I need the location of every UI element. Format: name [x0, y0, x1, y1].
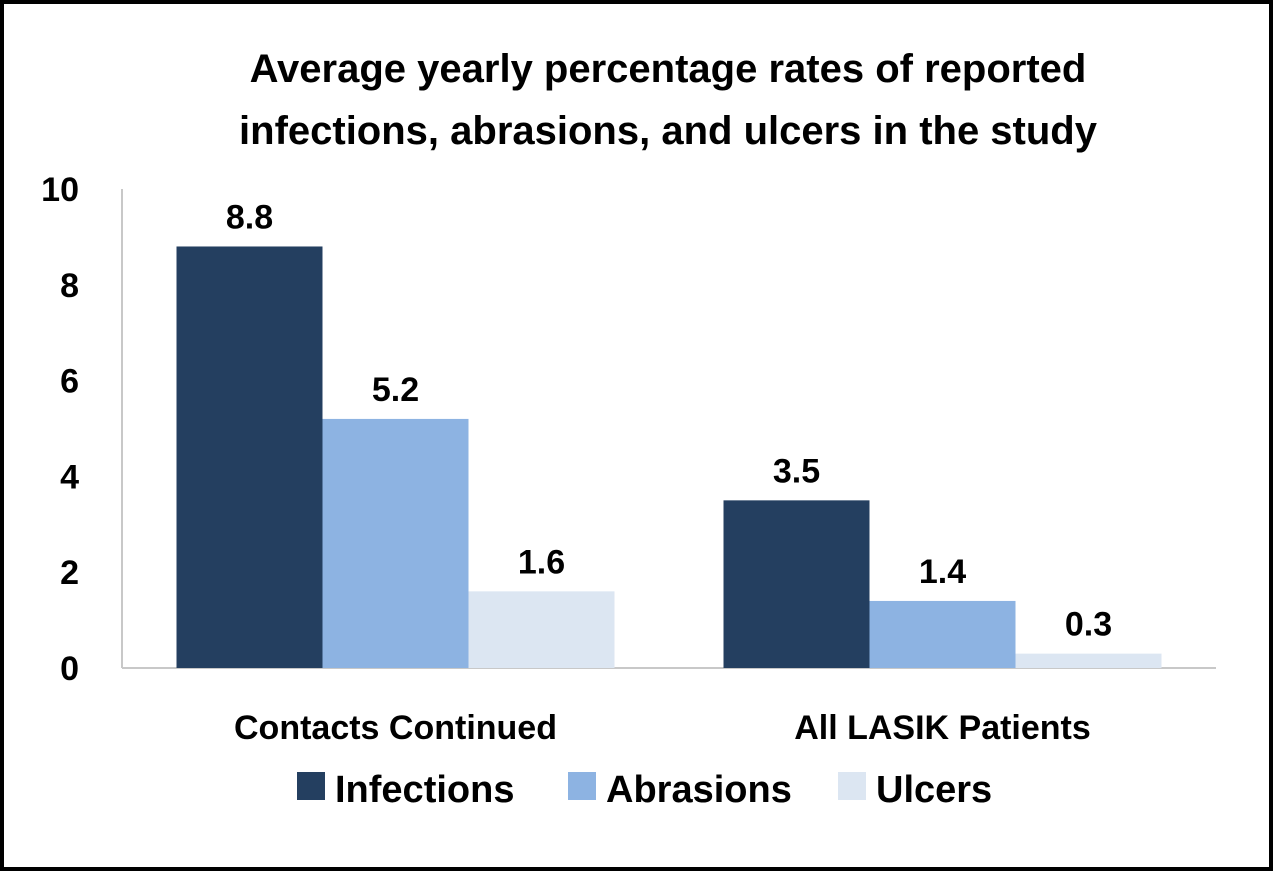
y-tick-label: 0: [60, 650, 79, 688]
y-tick-labels: 0 2 4 6 8 10: [41, 171, 79, 688]
data-label: 3.5: [773, 452, 820, 490]
data-label: 8.8: [226, 198, 273, 236]
bar-ulcers: [468, 591, 615, 668]
bar-abrasions: [322, 418, 469, 668]
chart-title-line-2: infections, abrasions, and ulcers in the…: [239, 109, 1098, 153]
y-tick-label: 8: [60, 267, 79, 305]
y-tick-label: 2: [60, 554, 79, 592]
data-label: 5.2: [372, 371, 419, 409]
data-label: 1.4: [919, 553, 966, 591]
category-labels-group: Contacts Continued All LASIK Patients: [234, 709, 1091, 747]
bar-infections: [176, 246, 323, 669]
data-labels-group: 8.8 5.2 1.6 3.5 1.4 0.3: [226, 198, 1112, 643]
bar-abrasions: [869, 600, 1016, 668]
category-label: All LASIK Patients: [794, 709, 1091, 747]
y-tick-label: 4: [60, 458, 79, 496]
legend-swatch-ulcers: [838, 772, 866, 800]
bar-chart: Average yearly percentage rates of repor…: [41, 47, 1216, 811]
legend-swatch-abrasions: [568, 772, 596, 800]
legend-label: Infections: [335, 769, 514, 811]
legend-label: Ulcers: [876, 769, 992, 811]
bars-group: [176, 246, 1162, 669]
data-label: 0.3: [1065, 606, 1112, 644]
bar-ulcers: [1015, 653, 1162, 668]
category-label: Contacts Continued: [234, 709, 557, 747]
bar-infections: [723, 500, 870, 668]
y-tick-label: 10: [41, 171, 79, 209]
chart-title-line-1: Average yearly percentage rates of repor…: [250, 47, 1087, 91]
data-label: 1.6: [518, 543, 565, 581]
legend-swatch-infections: [297, 772, 325, 800]
legend-label: Abrasions: [606, 769, 792, 811]
legend: Infections Abrasions Ulcers: [297, 769, 992, 811]
y-tick-label: 6: [60, 363, 79, 401]
